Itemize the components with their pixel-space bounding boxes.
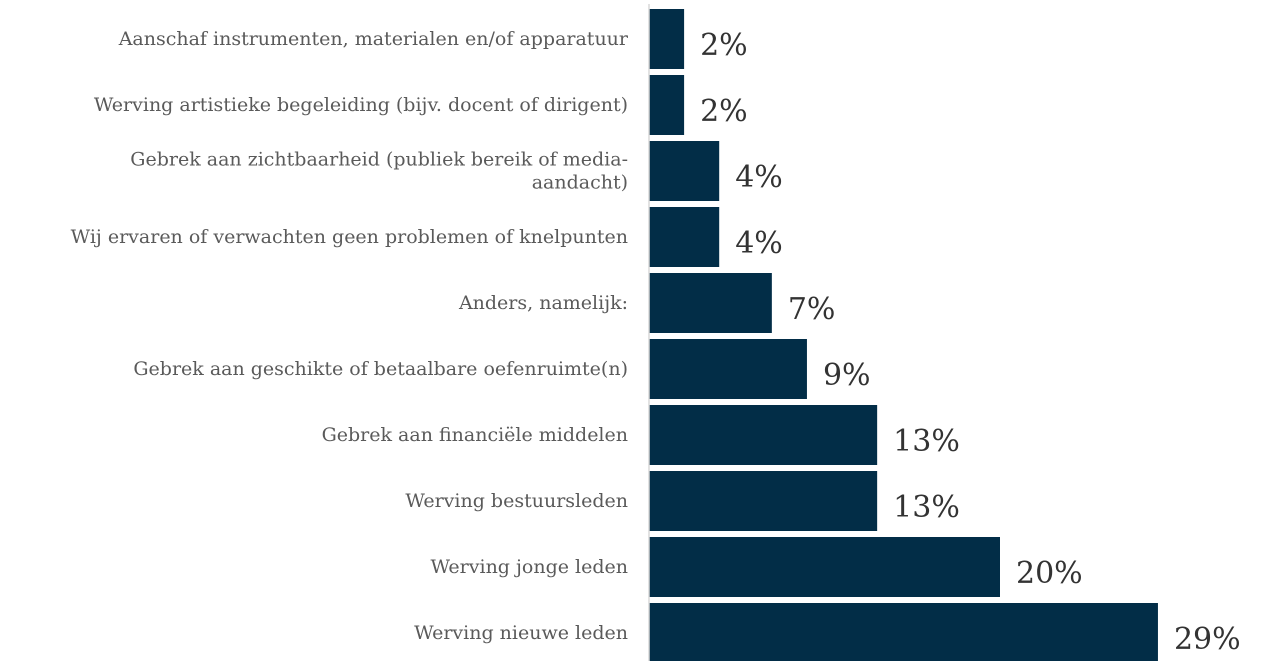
- category-label-line: Werving jonge leden: [430, 556, 628, 578]
- category-label-6: Gebrek aan geschikte of betaalbare oefen…: [133, 358, 628, 380]
- value-labels-group: 2%2%4%4%7%9%13%13%20%29%: [700, 28, 1241, 657]
- bar-6: [649, 339, 807, 399]
- value-label-5: 7%: [788, 292, 836, 327]
- bars-group: [649, 9, 1158, 661]
- value-label-3: 4%: [735, 160, 783, 195]
- bar-10: [649, 603, 1158, 661]
- category-label-10: Werving nieuwe leden: [414, 622, 628, 644]
- bar-7: [649, 405, 878, 465]
- category-label-9: Werving jonge leden: [430, 556, 628, 578]
- value-label-8: 13%: [893, 490, 960, 525]
- value-label-10: 29%: [1174, 622, 1241, 657]
- bar-4: [649, 207, 720, 267]
- category-label-line: Werving bestuursleden: [405, 490, 628, 512]
- category-label-5: Anders, namelijk:: [458, 292, 628, 314]
- category-label-7: Gebrek aan financiële middelen: [322, 424, 628, 446]
- value-label-1: 2%: [700, 28, 748, 63]
- value-label-7: 13%: [893, 424, 960, 459]
- category-label-line: Wij ervaren of verwachten geen problemen…: [71, 226, 628, 248]
- value-label-6: 9%: [823, 358, 871, 393]
- bar-3: [649, 141, 720, 201]
- category-label-4: Wij ervaren of verwachten geen problemen…: [71, 226, 628, 248]
- bar-8: [649, 471, 878, 531]
- category-label-line: Gebrek aan zichtbaarheid (publiek bereik…: [130, 149, 628, 171]
- bar-5: [649, 273, 772, 333]
- bar-9: [649, 537, 1000, 597]
- value-label-4: 4%: [735, 226, 783, 261]
- category-label-line: Aanschaf instrumenten, materialen en/of …: [118, 28, 629, 50]
- category-labels-group: Aanschaf instrumenten, materialen en/of …: [71, 28, 629, 644]
- category-label-line: aandacht): [532, 172, 628, 194]
- category-label-line: Gebrek aan geschikte of betaalbare oefen…: [133, 358, 628, 380]
- category-label-line: Anders, namelijk:: [458, 292, 628, 314]
- category-label-8: Werving bestuursleden: [405, 490, 628, 512]
- bar-2: [649, 75, 685, 135]
- category-label-line: Werving artistieke begeleiding (bijv. do…: [94, 94, 628, 116]
- category-label-3: Gebrek aan zichtbaarheid (publiek bereik…: [130, 149, 628, 194]
- bar-1: [649, 9, 685, 69]
- value-label-2: 2%: [700, 94, 748, 129]
- category-label-1: Aanschaf instrumenten, materialen en/of …: [118, 28, 629, 50]
- category-label-line: Werving nieuwe leden: [414, 622, 628, 644]
- value-label-9: 20%: [1016, 556, 1083, 591]
- category-label-line: Gebrek aan financiële middelen: [322, 424, 628, 446]
- category-label-2: Werving artistieke begeleiding (bijv. do…: [94, 94, 628, 116]
